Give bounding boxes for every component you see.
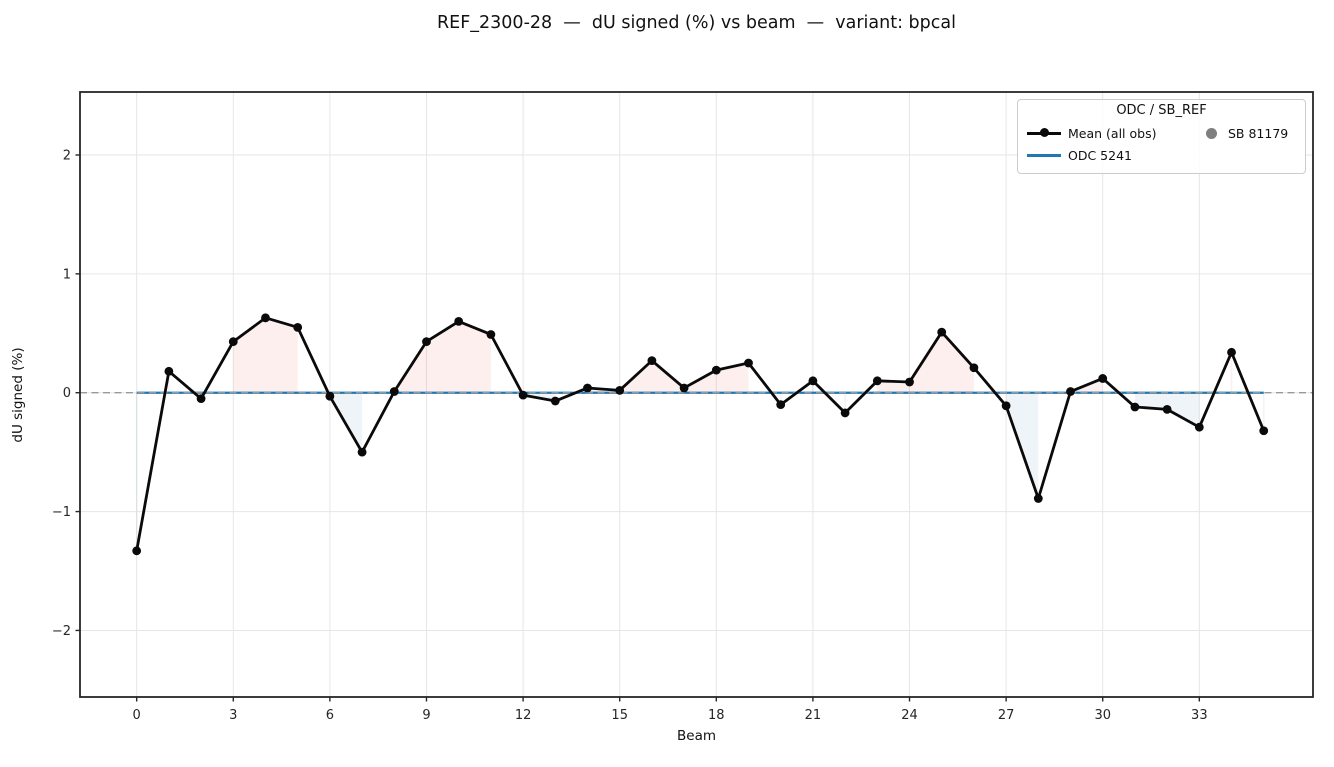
y-tick-label: −1 [52,505,71,520]
data-point [357,447,367,457]
x-tick-label: 21 [805,708,822,723]
data-point [1066,387,1075,396]
fill-positive-sliver [168,371,170,393]
data-point [744,358,753,368]
x-tick-label: 0 [133,708,141,723]
data-point [905,377,914,387]
data-point [583,383,592,393]
x-tick-label: 6 [326,708,334,723]
y-tick-label: 1 [63,267,71,282]
data-point [1162,404,1172,414]
fill-positive [877,332,974,393]
legend-label-odc: ODC 5241 [1068,148,1132,163]
x-tick-label: 27 [998,708,1015,723]
odc-line-sample [1027,154,1061,157]
data-point [293,322,303,332]
data-point [808,376,818,386]
data-point [261,313,270,323]
fill-negative-sliver [1262,392,1265,431]
sb-marker-icon [1206,128,1217,139]
legend-entry-mean: Mean (all obs) [1024,125,1184,143]
data-point [196,394,206,404]
mean-marker-icon [1040,128,1049,137]
legend-title: ODC / SB_REF [1116,103,1207,118]
fill-positive-sliver [1230,352,1233,393]
axes-spines [79,91,1314,698]
fill-positive [394,321,491,393]
y-tick-label: −2 [52,624,71,639]
data-point [969,363,979,373]
data-point [872,376,882,386]
data-point [679,383,689,393]
data-point [937,327,947,337]
data-point [1259,426,1269,436]
legend-label-mean: Mean (all obs) [1068,126,1157,141]
data-point [454,317,464,326]
y-tick-label: 2 [63,148,71,163]
x-tick-label: 33 [1191,708,1208,723]
data-point [711,365,721,375]
data-point [389,387,399,396]
chart-title: REF_2300-28 — dU signed (%) vs beam — va… [437,13,956,33]
legend-label-sb: SB 81179 [1228,126,1289,141]
data-point [1098,374,1108,383]
y-axis-label: dU signed (%) [10,347,26,443]
data-point [615,385,625,395]
fill-positive-sliver [812,380,814,393]
x-tick-label: 9 [422,708,430,723]
data-point [325,391,335,401]
data-point [164,366,174,376]
legend-entry-sb: SB 81179 [1196,125,1306,143]
fill-negative-sliver [844,392,846,413]
data-point [228,337,238,347]
x-tick-label: 15 [611,708,628,723]
data-point [486,330,496,339]
data-point [1033,494,1043,503]
y-tick-label: 0 [63,386,71,401]
data-point [776,400,786,410]
legend: ODC / SB_REF Mean (all obs) ODC 5241 SB … [1017,99,1306,174]
x-tick-label: 3 [229,708,237,723]
data-point [132,546,142,556]
x-tick-label: 24 [901,708,918,723]
data-point [1227,347,1236,357]
data-point [550,396,560,406]
fill-positive [233,317,298,393]
x-tick-label: 18 [708,708,725,723]
data-point [1194,422,1204,432]
data-point [840,408,850,418]
fill-negative-sliver [135,392,138,551]
fill-positive [587,360,749,393]
data-point [647,356,657,366]
x-tick-label: 30 [1094,708,1111,723]
data-point [1001,401,1011,411]
x-tick-label: 12 [515,708,532,723]
x-axis-label: Beam [677,728,716,744]
legend-entry-odc: ODC 5241 [1024,147,1184,165]
fill-negative-sliver [779,392,782,405]
data-point [1130,402,1140,412]
mean-series-line [135,316,1266,553]
data-point [422,337,431,347]
fill-negative [1134,392,1200,428]
data-point [518,390,528,400]
